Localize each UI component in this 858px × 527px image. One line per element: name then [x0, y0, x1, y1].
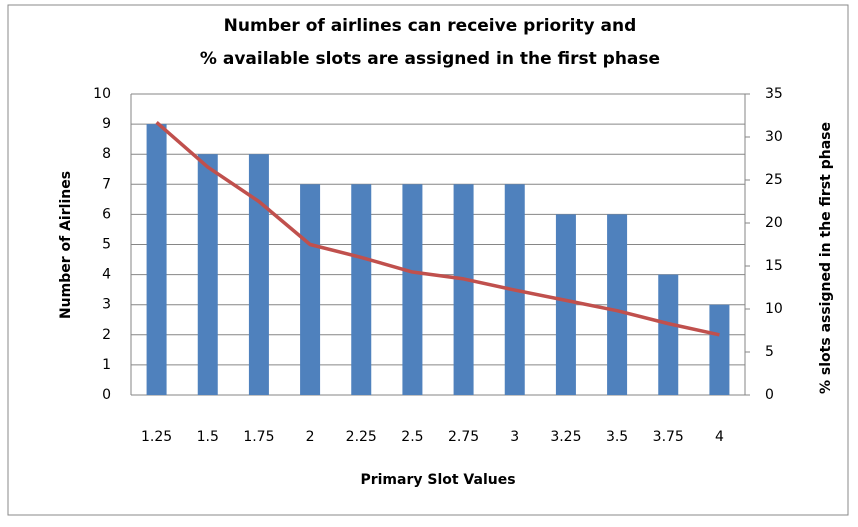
- bar: [709, 304, 730, 395]
- x-tick-label: 1.25: [141, 429, 172, 445]
- y-tick-label: 0: [102, 387, 111, 403]
- y-tick-label: 4: [102, 267, 111, 283]
- x-tick-label: 2.75: [448, 429, 479, 445]
- chart-title-line: Number of airlines can receive priority …: [224, 16, 637, 36]
- y-tick-label: 7: [102, 176, 111, 192]
- y2-tick-label: 0: [765, 387, 774, 403]
- bar: [402, 184, 423, 395]
- x-axis-label: Primary Slot Values: [360, 472, 515, 488]
- bar: [351, 184, 372, 395]
- y2-tick-label: 20: [765, 215, 783, 231]
- y2-tick-label: 30: [765, 129, 783, 145]
- y2-tick-label: 15: [765, 258, 783, 274]
- bar: [658, 274, 679, 395]
- y-tick-label: 1: [102, 357, 111, 373]
- chart-title-line: % available slots are assigned in the fi…: [200, 49, 660, 69]
- x-tick-label: 3.5: [606, 429, 628, 445]
- bar: [453, 184, 474, 395]
- x-tick-label: 1.75: [243, 429, 274, 445]
- y2-tick-label: 10: [765, 301, 783, 317]
- y-tick-label: 10: [93, 86, 111, 102]
- y-tick-label: 9: [102, 116, 111, 132]
- y-tick-label: 5: [102, 237, 111, 253]
- bar: [607, 214, 628, 395]
- y-tick-label: 2: [102, 327, 111, 343]
- line: [155, 121, 720, 337]
- bar: [300, 184, 321, 395]
- x-tick-label: 3.75: [653, 429, 684, 445]
- x-tick-label: 2: [306, 429, 315, 445]
- y-tick-label: 6: [102, 206, 111, 222]
- y2-axis-label: % slots assigned in the first phase: [818, 122, 834, 394]
- x-tick-label: 2.25: [346, 429, 377, 445]
- y2-tick-label: 5: [765, 344, 774, 360]
- x-tick-label: 3.25: [550, 429, 581, 445]
- x-tick-label: 1.5: [197, 429, 219, 445]
- x-tick-label: 4: [715, 429, 724, 445]
- bar: [555, 214, 576, 395]
- y2-tick-label: 25: [765, 172, 783, 188]
- y-tick-label: 8: [102, 146, 111, 162]
- bar: [248, 154, 269, 395]
- x-tick-label: 2.5: [401, 429, 423, 445]
- x-tick-label: 3: [510, 429, 519, 445]
- bar: [146, 124, 167, 395]
- y2-tick-label: 35: [765, 86, 783, 102]
- bar: [197, 154, 218, 395]
- y-axis-label: Number of Airlines: [58, 171, 74, 319]
- y-tick-label: 3: [102, 297, 111, 313]
